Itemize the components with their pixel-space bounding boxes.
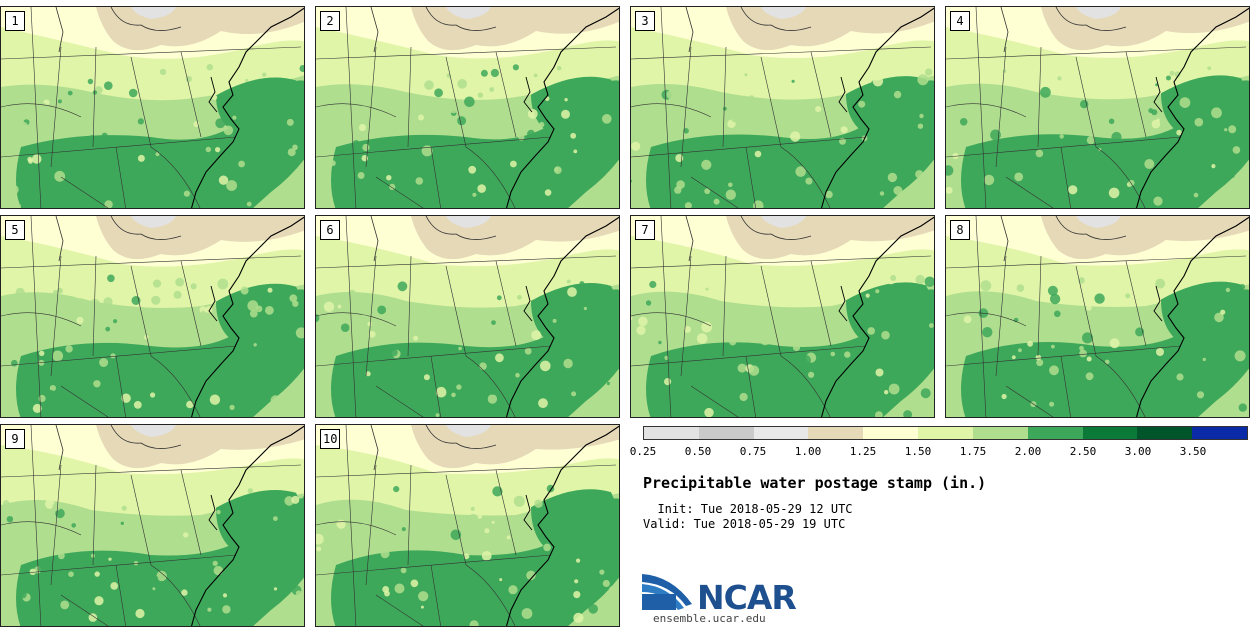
color-scale-label: 1.50 [904, 445, 932, 458]
panel-number: 6 [320, 220, 340, 240]
color-scale-label: 0.75 [739, 445, 767, 458]
color-scale-label: 3.00 [1124, 445, 1152, 458]
pw-map [946, 7, 1249, 208]
color-scale-label: 1.75 [959, 445, 987, 458]
pw-map [316, 425, 619, 626]
panel-number: 3 [635, 11, 655, 31]
color-scale-label: 2.00 [1014, 445, 1042, 458]
panel-number: 9 [5, 429, 25, 449]
color-swatch [698, 427, 754, 439]
pw-map [316, 7, 619, 208]
stamp-panel-3: 3 [630, 6, 935, 209]
color-swatch [918, 427, 973, 439]
pw-map [631, 216, 934, 417]
pw-map [316, 216, 619, 417]
color-scale-label: 2.50 [1069, 445, 1097, 458]
pw-map [1, 7, 304, 208]
color-scale-bar [643, 426, 1248, 440]
stamp-panel-5: 5 [0, 215, 305, 418]
panel-number: 4 [950, 11, 970, 31]
ncar-logo-icon [642, 570, 694, 612]
color-swatch [1027, 427, 1083, 439]
color-scale-labels: 0.25 0.50 0.75 1.00 1.25 1.50 1.75 2.00 2.50 3.00… [630, 445, 1248, 459]
logo-wordmark: NCAR [697, 578, 797, 617]
chart-title: Precipitable water postage stamp (in.) [643, 474, 987, 492]
color-swatch [808, 427, 864, 439]
color-swatch [644, 427, 699, 439]
stamp-panel-7: 7 [630, 215, 935, 418]
color-swatch [1192, 427, 1247, 439]
valid-time: Valid: Tue 2018-05-29 19 UTC [643, 517, 846, 531]
init-time: Init: Tue 2018-05-29 12 UTC [643, 502, 853, 516]
panel-number: 7 [635, 220, 655, 240]
color-scale-label: 1.00 [794, 445, 822, 458]
pw-map [1, 216, 304, 417]
color-scale-label: 3.50 [1179, 445, 1207, 458]
pw-map [1, 425, 304, 626]
color-swatch [1082, 427, 1138, 439]
pw-map [631, 7, 934, 208]
color-swatch [753, 427, 809, 439]
stamp-panel-9: 9 [0, 424, 305, 627]
color-swatch [863, 427, 919, 439]
stamp-panel-4: 4 [945, 6, 1250, 209]
stamp-panel-6: 6 [315, 215, 620, 418]
panel-number: 10 [320, 429, 341, 449]
color-swatch [1137, 427, 1193, 439]
color-swatch [972, 427, 1028, 439]
pw-map [946, 216, 1249, 417]
logo-url: ensemble.ucar.edu [653, 612, 766, 625]
color-scale-label: 0.50 [684, 445, 712, 458]
stamp-panel-2: 2 [315, 6, 620, 209]
stamp-panel-1: 1 [0, 6, 305, 209]
color-scale-label: 0.25 [629, 445, 657, 458]
stamp-panel-10: 10 [315, 424, 620, 627]
panel-number: 1 [5, 11, 25, 31]
panel-number: 2 [320, 11, 340, 31]
stamp-panel-8: 8 [945, 215, 1250, 418]
panel-number: 8 [950, 220, 970, 240]
color-scale-label: 1.25 [849, 445, 877, 458]
panel-number: 5 [5, 220, 25, 240]
